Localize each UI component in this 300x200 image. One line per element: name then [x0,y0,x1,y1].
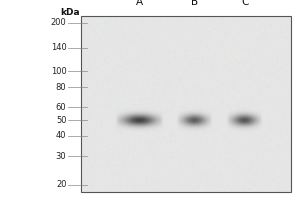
Text: B: B [191,0,198,7]
Text: 60: 60 [56,103,66,112]
Text: C: C [241,0,248,7]
Text: kDa: kDa [60,8,80,17]
Text: 100: 100 [51,67,66,76]
Text: 80: 80 [56,83,66,92]
Text: A: A [136,0,143,7]
Text: 40: 40 [56,131,66,140]
Text: 140: 140 [51,43,66,52]
Text: 50: 50 [56,116,66,125]
Text: 200: 200 [51,18,66,27]
Text: 30: 30 [56,152,66,161]
Text: 20: 20 [56,180,66,189]
